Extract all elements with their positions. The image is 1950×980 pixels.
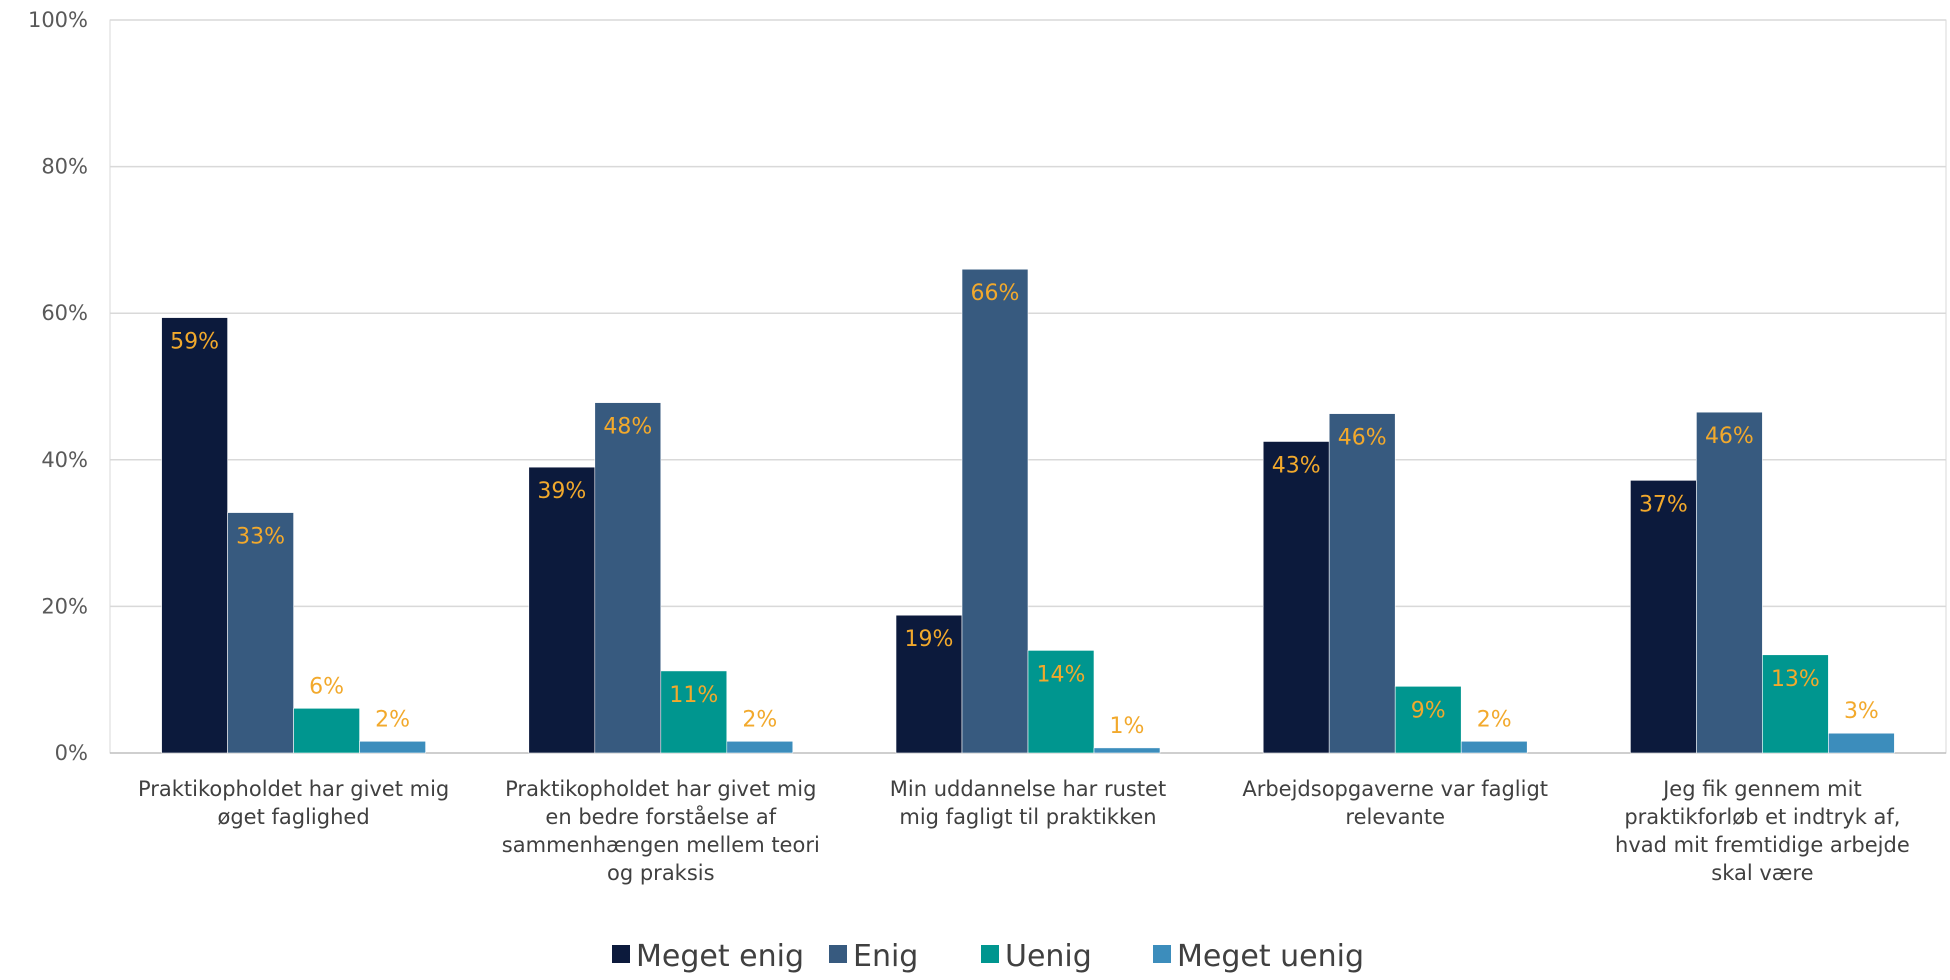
x-category-label: og praksis	[607, 861, 715, 885]
data-label: 6%	[309, 674, 344, 699]
x-category-label: praktikforløb et indtryk af,	[1624, 805, 1900, 829]
bar	[293, 707, 360, 754]
legend-swatch	[612, 945, 630, 963]
x-category-label: sammenhængen mellem teori	[502, 833, 820, 857]
data-label: 2%	[375, 707, 410, 732]
y-tick-label: 0%	[55, 741, 88, 765]
bar	[594, 402, 662, 754]
x-category-label: mig fagligt til praktikken	[899, 805, 1156, 829]
bar	[1630, 480, 1697, 754]
data-label: 9%	[1411, 698, 1446, 723]
bar	[161, 317, 228, 754]
data-label: 2%	[742, 707, 777, 732]
data-label: 43%	[1272, 453, 1321, 478]
x-category-label: Jeg fik gennem mit	[1661, 777, 1862, 801]
x-category-label: Min uddannelse har rustet	[890, 777, 1166, 801]
x-category-label: Praktikopholdet har givet mig	[505, 777, 816, 801]
y-tick-label: 60%	[41, 301, 88, 325]
bar	[726, 740, 794, 754]
bar	[227, 512, 294, 754]
bar	[1696, 411, 1763, 754]
bars	[161, 268, 1895, 754]
y-tick-label: 100%	[28, 8, 88, 32]
bar	[961, 268, 1029, 754]
y-tick-label: 40%	[41, 448, 88, 472]
data-label: 3%	[1844, 699, 1879, 724]
legend-swatch	[981, 945, 999, 963]
bar	[660, 670, 728, 754]
x-category-label: Praktikopholdet har givet mig	[138, 777, 449, 801]
data-label: 48%	[603, 415, 652, 440]
bar	[1027, 650, 1095, 754]
data-label: 46%	[1338, 426, 1387, 451]
bar	[1762, 654, 1829, 754]
data-label: 2%	[1477, 707, 1512, 732]
data-label: 11%	[669, 683, 718, 708]
legend-swatch	[829, 945, 847, 963]
x-category-label: en bedre forståelse af	[545, 804, 776, 829]
data-label: 59%	[170, 330, 219, 355]
legend-label: Meget enig	[636, 939, 804, 974]
bar	[1093, 747, 1161, 754]
bar	[1828, 732, 1895, 754]
x-category-label: øget faglighed	[218, 805, 370, 829]
y-axis: 0% 20% 40% 60% 80% 100%	[28, 8, 88, 765]
data-label: 66%	[971, 281, 1020, 306]
legend-label: Uenig	[1005, 939, 1092, 974]
bar	[895, 614, 963, 754]
bar	[359, 740, 426, 754]
legend-label: Enig	[853, 939, 918, 974]
data-labels: 59% 33% 6% 2% 39% 48% 11% 2% 19% 66% 14% 1% 43% 46% 9%…	[170, 281, 1879, 739]
data-label: 14%	[1037, 662, 1086, 687]
bar	[1394, 685, 1462, 754]
x-category-label: hvad mit fremtidige arbejde	[1615, 833, 1910, 857]
legend-swatch	[1153, 945, 1171, 963]
data-label: 46%	[1705, 424, 1754, 449]
legend-label: Meget uenig	[1177, 939, 1364, 974]
x-category-label: Arbejdsopgaverne var fagligt	[1242, 777, 1548, 801]
data-label: 1%	[1110, 714, 1145, 739]
data-label: 33%	[236, 525, 285, 550]
y-tick-label: 80%	[41, 155, 88, 179]
bar	[1262, 441, 1330, 754]
bar	[1328, 413, 1396, 754]
x-category-label: relevante	[1345, 805, 1445, 829]
data-label: 13%	[1771, 667, 1820, 692]
legend: Meget enig Enig Uenig Meget uenig	[612, 939, 1364, 974]
x-axis: Praktikopholdet har givet mig øget faglig…	[138, 777, 1910, 885]
data-label: 37%	[1639, 492, 1688, 517]
data-label: 19%	[905, 627, 954, 652]
data-label: 39%	[537, 479, 586, 504]
x-category-label: skal være	[1711, 861, 1813, 885]
bar	[1460, 740, 1528, 754]
y-tick-label: 20%	[41, 594, 88, 618]
bar	[528, 466, 596, 754]
